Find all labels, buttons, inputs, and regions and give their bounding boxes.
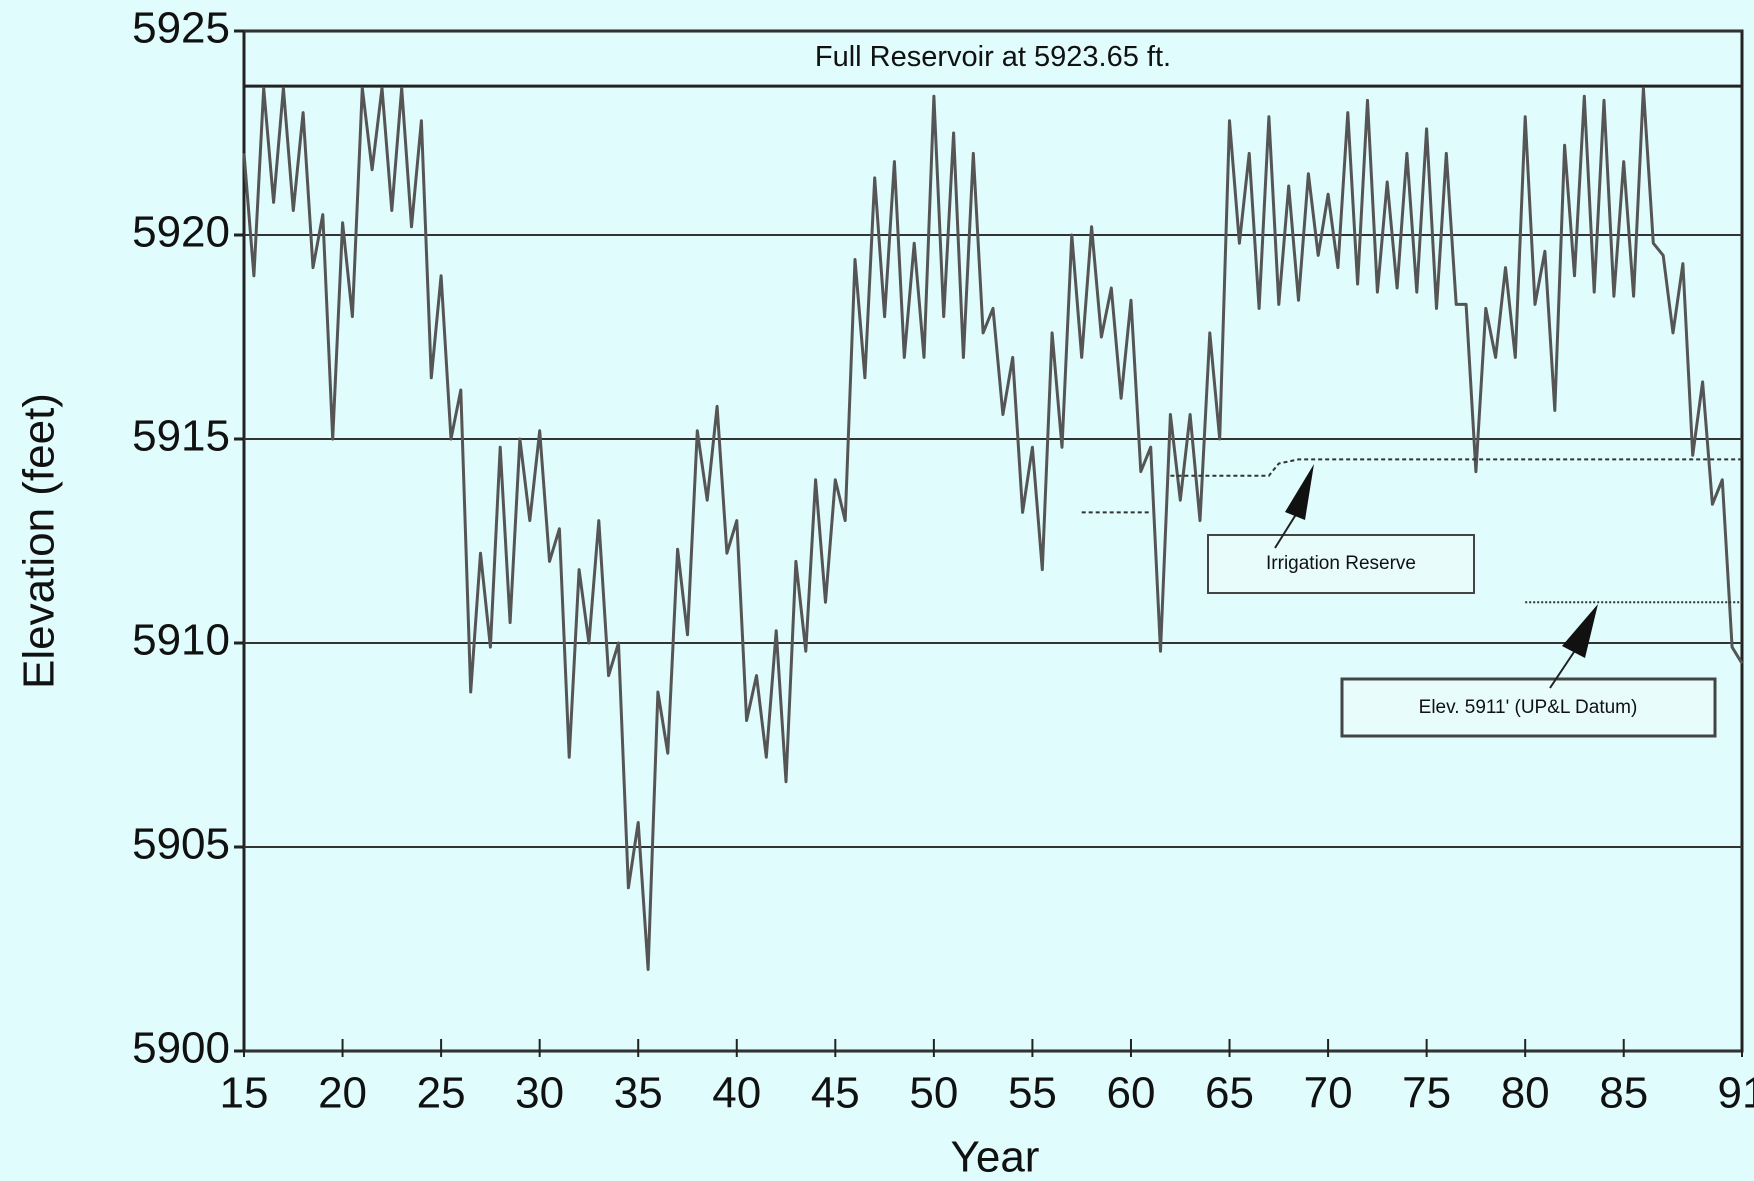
annotation-label: Elev. 5911' (UP&L Datum) (1419, 697, 1638, 718)
x-tick-label: 75 (1402, 1069, 1451, 1118)
y-tick-label: 5915 (132, 412, 230, 461)
x-tick-label: 60 (1106, 1069, 1155, 1118)
y-tick-label: 5900 (132, 1024, 230, 1073)
x-tick-label: 65 (1205, 1069, 1254, 1118)
elevation-line (242, 86, 1744, 971)
x-tick-label: 55 (1008, 1069, 1057, 1118)
x-tick-label: 70 (1304, 1069, 1353, 1118)
x-tick-label: 91 (1718, 1069, 1754, 1118)
full-reservoir-label: Full Reservoir at 5923.65 ft. (815, 41, 1171, 73)
x-tick-label: 40 (712, 1069, 761, 1118)
annotation-box (1207, 534, 1475, 594)
x-tick-label: 45 (811, 1069, 860, 1118)
x-tick-label: 30 (515, 1069, 564, 1118)
annotation-arrowhead (1285, 464, 1314, 520)
x-axis-title: Year (951, 1133, 1040, 1181)
y-tick-label: 5910 (132, 616, 230, 665)
y-axis-title: Elevation (feet) (15, 393, 64, 689)
annotation-arrowhead (1562, 604, 1598, 658)
annotation-label: Irrigation Reserve (1266, 553, 1416, 574)
x-tick-label: 85 (1599, 1069, 1648, 1118)
x-tick-label: 50 (909, 1069, 958, 1118)
x-tick-label: 25 (417, 1069, 466, 1118)
y-tick-label: 5920 (132, 208, 230, 257)
x-tick-label: 20 (318, 1069, 367, 1118)
x-tick-label: 35 (614, 1069, 663, 1118)
y-tick-label: 5905 (132, 820, 230, 869)
annotation-box (1340, 677, 1717, 738)
irrigation-reserve-line (1081, 458, 1742, 514)
y-tick-label: 5925 (132, 4, 230, 53)
x-tick-label: 15 (220, 1069, 269, 1118)
x-tick-label: 80 (1501, 1069, 1550, 1118)
